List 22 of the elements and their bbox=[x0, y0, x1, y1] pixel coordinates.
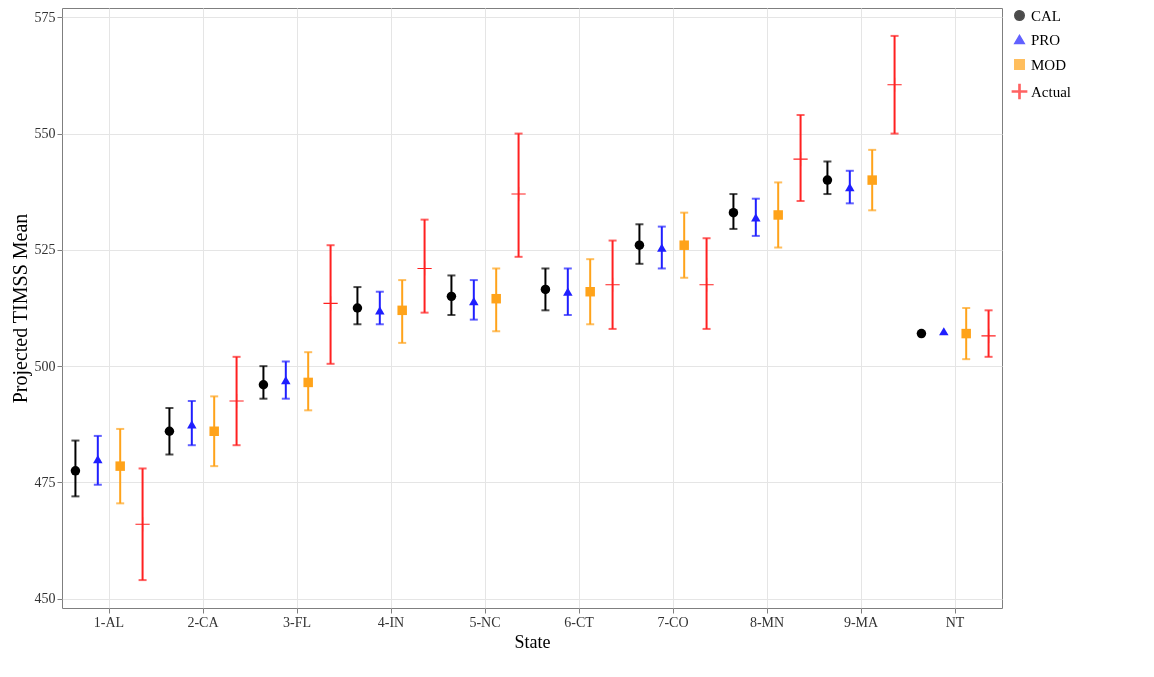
x-tick-label: 3-FL bbox=[283, 614, 311, 630]
y-tick-label: 450 bbox=[34, 591, 56, 607]
x-tick-label: 7-CO bbox=[657, 614, 689, 630]
x-tick-label: 5-NC bbox=[469, 614, 501, 630]
y-tick-label: 575 bbox=[34, 9, 56, 25]
x-axis-title: State bbox=[514, 631, 551, 652]
x-tick-label: NT bbox=[945, 614, 965, 630]
x-tick-label: 2-CA bbox=[187, 614, 220, 630]
legend-label: CAL bbox=[1031, 7, 1061, 24]
x-tick-label: 6-CT bbox=[564, 614, 595, 630]
y-tick-label: 525 bbox=[34, 242, 56, 258]
y-tick-label: 500 bbox=[34, 358, 56, 374]
x-tick-label: 4-IN bbox=[377, 614, 405, 630]
legend-label: Actual bbox=[1031, 83, 1071, 100]
x-tick-label: 9-MA bbox=[843, 614, 879, 630]
x-tick-label: 8-MN bbox=[749, 614, 785, 630]
y-tick-label: 550 bbox=[34, 126, 56, 142]
legend-label: MOD bbox=[1031, 56, 1067, 73]
legend-label: PRO bbox=[1031, 31, 1061, 48]
y-axis-title: Projected TIMSS Mean bbox=[8, 213, 32, 404]
x-tick-label: 1-AL bbox=[93, 614, 125, 630]
y-tick-label: 475 bbox=[34, 474, 56, 490]
